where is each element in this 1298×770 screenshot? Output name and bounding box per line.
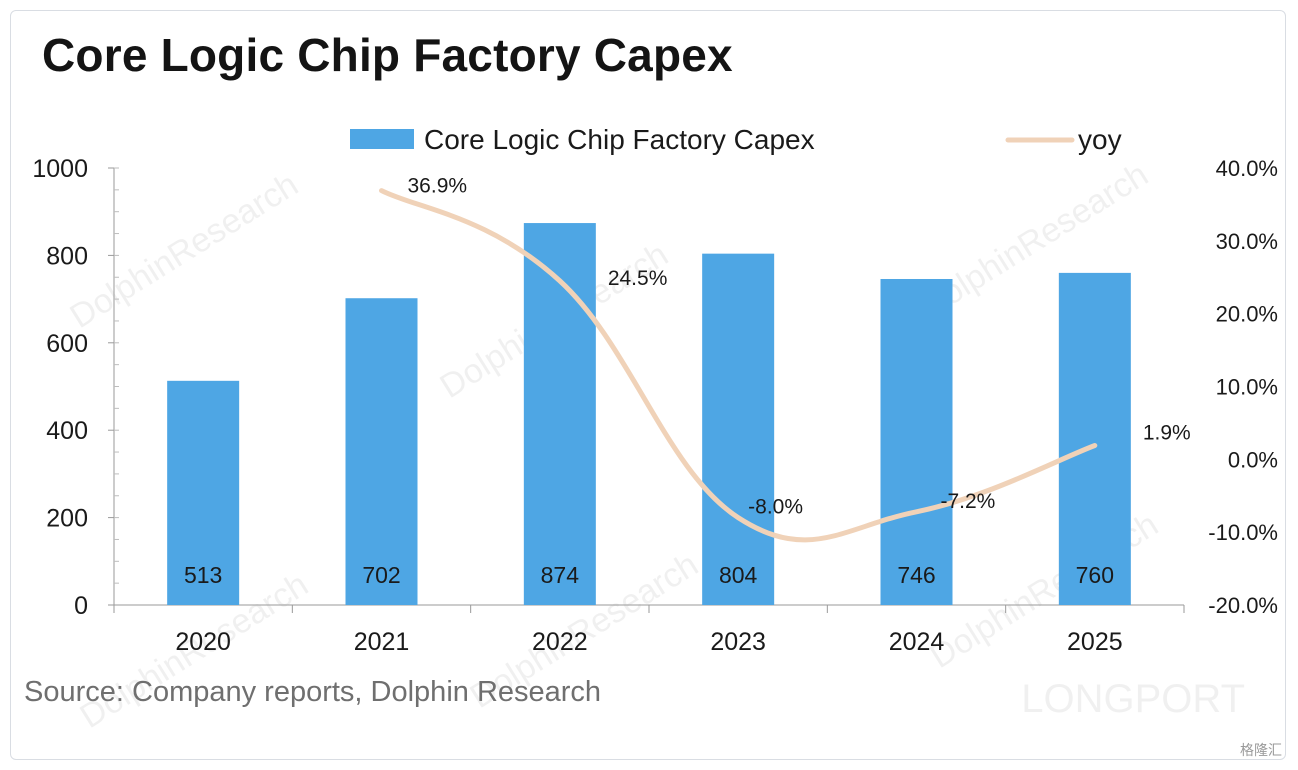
bar — [345, 298, 418, 605]
source-note: Source: Company reports, Dolphin Researc… — [24, 676, 602, 708]
bar — [523, 223, 596, 605]
y-left-tick-label: 800 — [46, 242, 88, 270]
yoy-data-label: 24.5% — [608, 267, 668, 290]
x-tick-label: 2024 — [889, 628, 945, 656]
legend-label-bar: Core Logic Chip Factory Capex — [424, 124, 815, 155]
legend-label-line: yoy — [1078, 124, 1122, 155]
y-right-tick-label: 20.0% — [1216, 302, 1278, 327]
legend-swatch-bar — [350, 129, 414, 149]
x-tick-label: 2025 — [1067, 628, 1123, 656]
yoy-data-label: 1.9% — [1143, 421, 1191, 444]
y-right-tick-label: 0.0% — [1228, 447, 1278, 472]
yoy-data-label: -8.0% — [748, 496, 803, 519]
chart-title: Core Logic Chip Factory Capex — [42, 29, 733, 81]
bar — [880, 278, 953, 605]
corner-logo: 格隆汇 — [1240, 743, 1282, 759]
y-left-tick-label: 200 — [46, 505, 88, 533]
y-left-tick-label: 400 — [46, 417, 88, 445]
y-left-tick-label: 600 — [46, 330, 88, 358]
watermark-text: DolphinResearch — [64, 165, 305, 335]
y-right-tick-label: -10.0% — [1208, 520, 1278, 545]
y-right-tick-label: 10.0% — [1216, 375, 1278, 400]
bar-data-label: 760 — [1076, 562, 1114, 588]
yoy-data-label: -7.2% — [941, 490, 996, 513]
bar-data-label: 702 — [362, 562, 400, 588]
y-right-tick-label: 40.0% — [1216, 156, 1278, 181]
x-tick-label: 2021 — [354, 628, 410, 656]
bar — [702, 253, 775, 606]
bar — [167, 380, 240, 605]
x-tick-label: 2022 — [532, 628, 588, 656]
y-right-tick-label: 30.0% — [1216, 229, 1278, 254]
bar-data-label: 513 — [184, 562, 222, 588]
y-left-tick-label: 0 — [74, 592, 88, 620]
y-left-tick-label: 1000 — [32, 155, 88, 183]
yoy-line — [379, 188, 1098, 543]
yoy-data-label: 36.9% — [408, 175, 468, 198]
y-right-tick-label: -20.0% — [1208, 593, 1278, 618]
bar-data-label: 874 — [541, 562, 580, 588]
watermark-brand: LONGPORT — [1021, 677, 1245, 721]
bar — [1058, 272, 1131, 605]
x-tick-label: 2023 — [710, 628, 766, 656]
bar-data-label: 804 — [719, 562, 758, 588]
bar-data-label: 746 — [897, 562, 935, 588]
x-tick-label: 2020 — [175, 628, 231, 656]
